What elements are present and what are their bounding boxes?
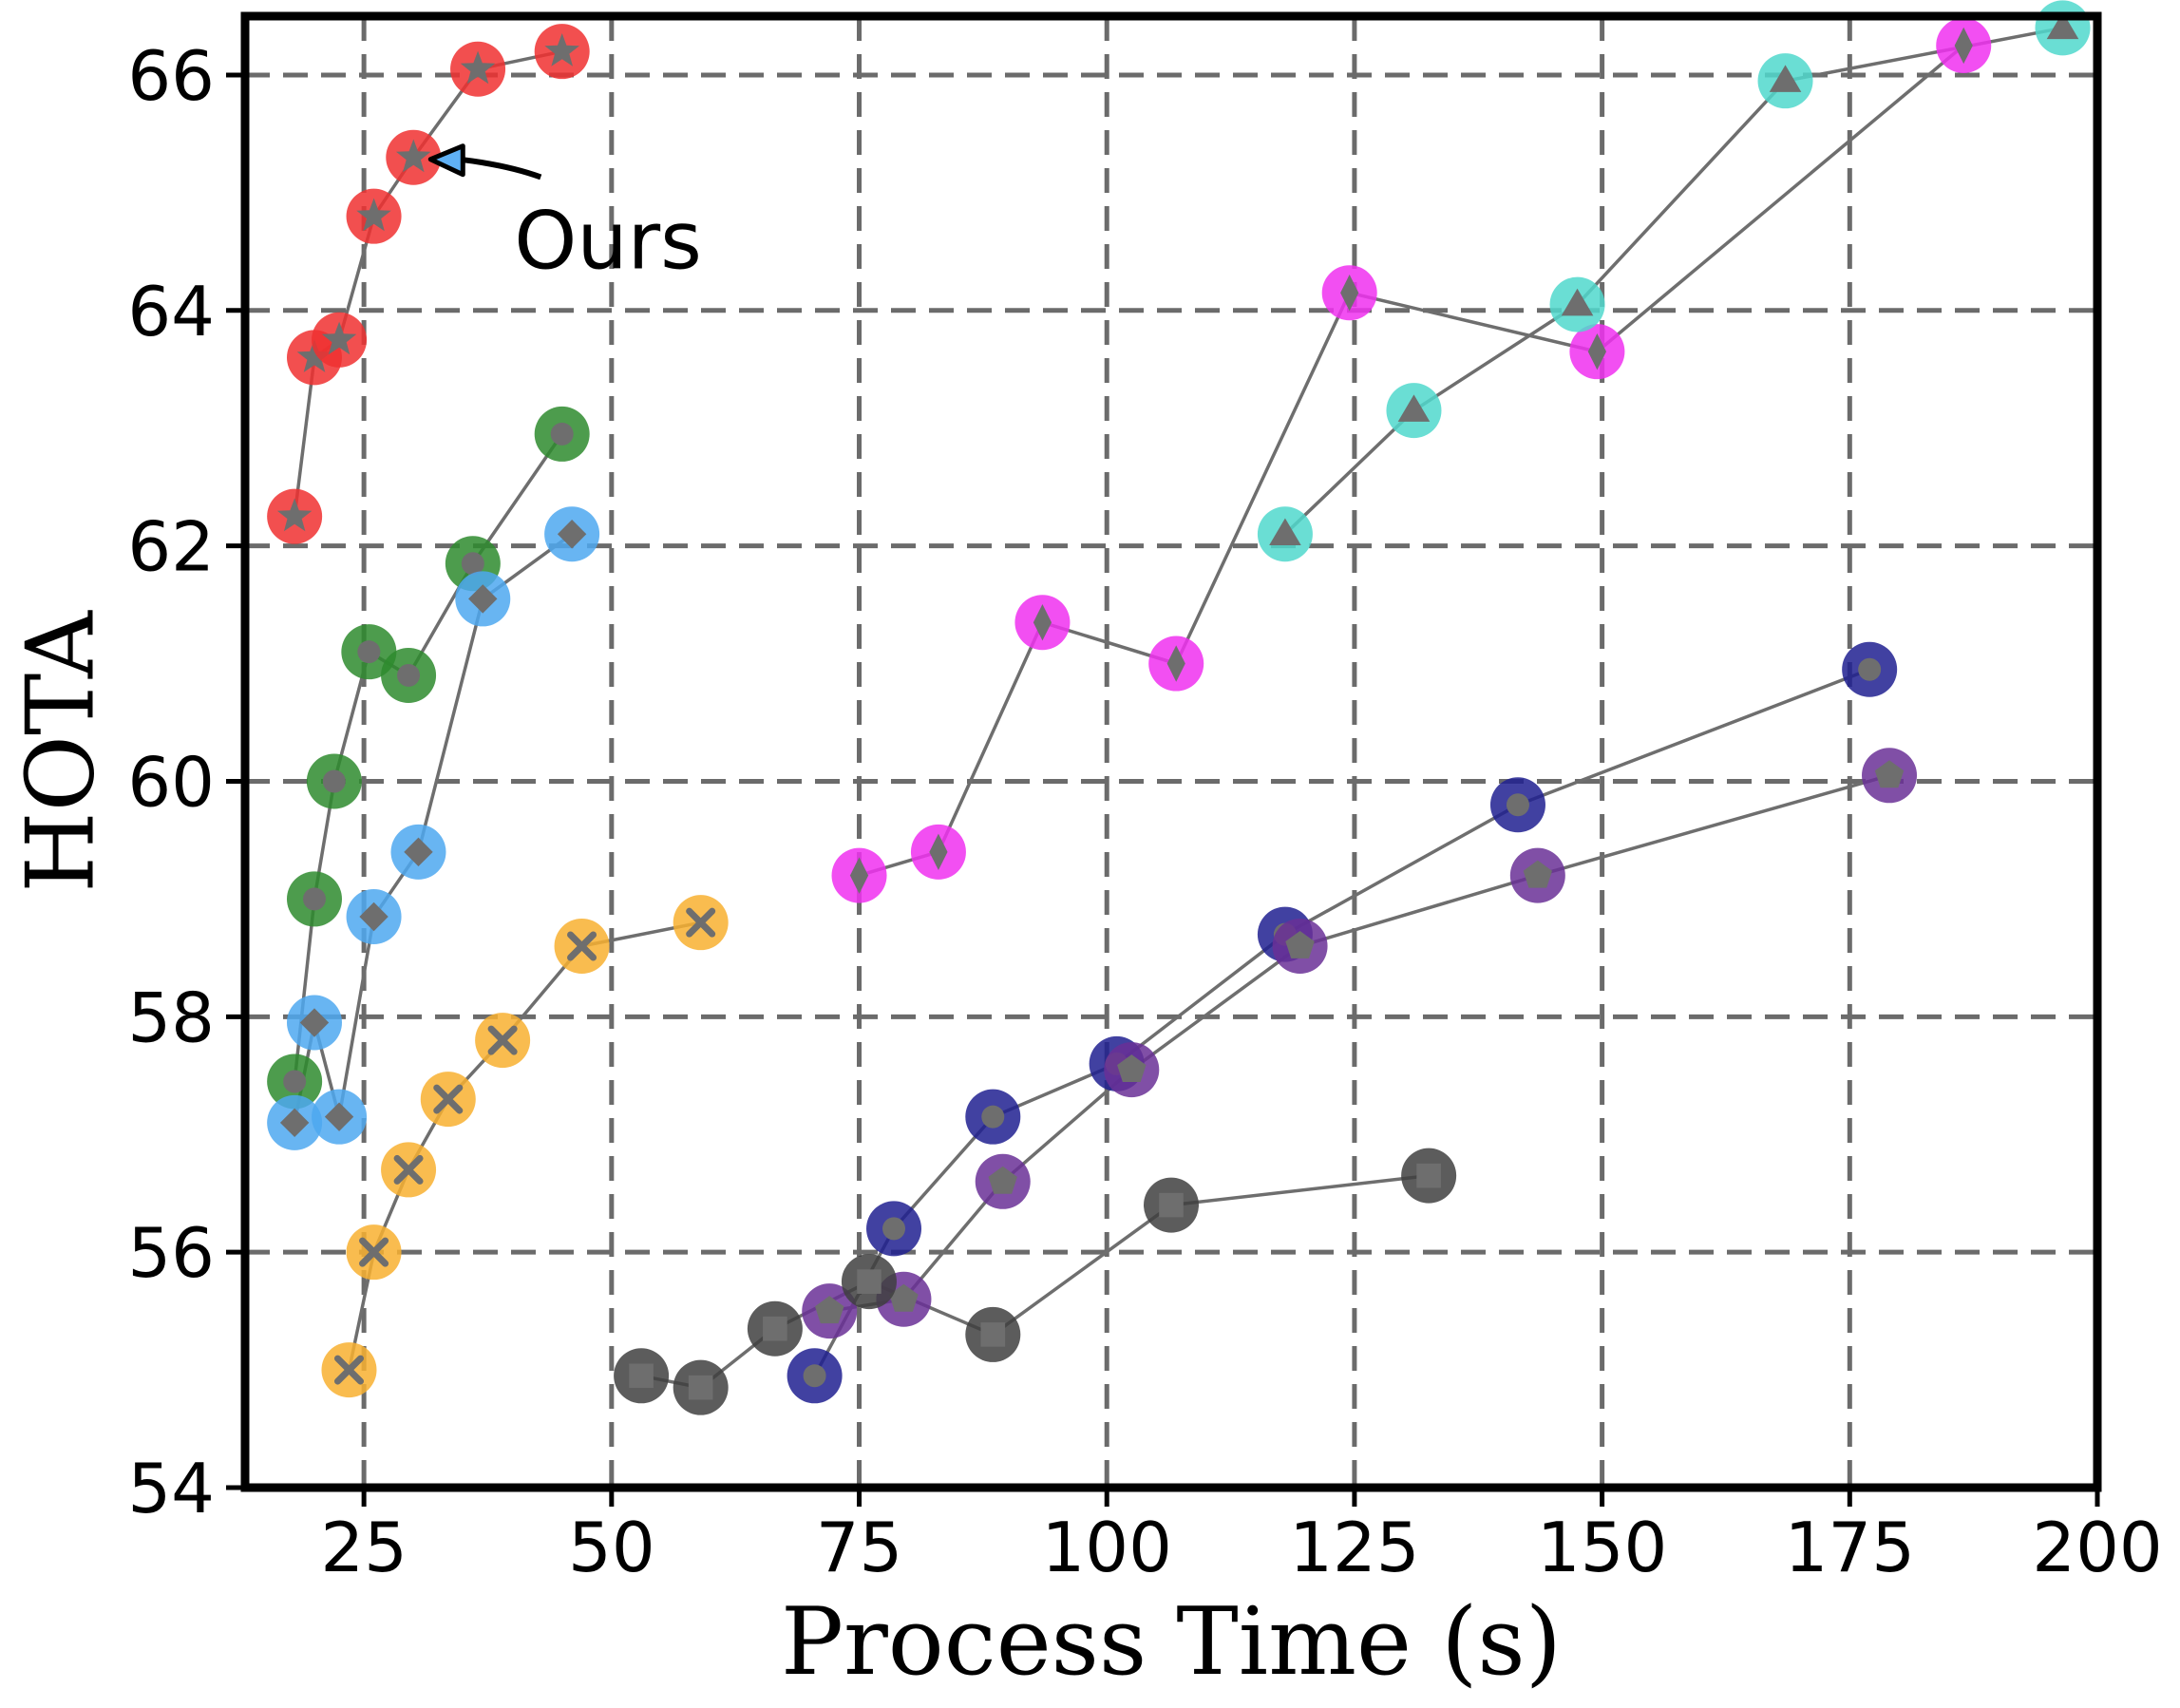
series-4-point-3 (1148, 636, 1204, 692)
series-4-point-1 (910, 824, 966, 880)
series-6-point-2 (965, 1089, 1021, 1145)
series-4-point-6 (1936, 17, 1992, 73)
series-0-point-4 (386, 129, 442, 185)
series-2-point-5 (455, 571, 511, 627)
series-3-point-1 (346, 1224, 402, 1281)
series-2-point-0 (267, 1094, 323, 1150)
y-tick-label: 58 (127, 977, 215, 1057)
plot-frame (240, 11, 2102, 1492)
series-0-point-5 (450, 41, 506, 97)
y-tick-label: 60 (127, 742, 215, 822)
series-3-point-6 (673, 895, 729, 951)
series-6-point-6 (1842, 641, 1898, 697)
series-8-point-1 (673, 1359, 729, 1415)
x-tick-label: 125 (1289, 1508, 1419, 1587)
series-5-point-0 (1257, 506, 1313, 562)
x-tick-label: 75 (816, 1508, 903, 1587)
x-tick-label: 150 (1537, 1508, 1667, 1587)
series-5-point-2 (1549, 276, 1605, 332)
series-2-point-4 (390, 824, 446, 880)
series-1-point-6 (534, 406, 590, 462)
series-2-point-2 (312, 1089, 368, 1145)
series-6-point-0 (787, 1348, 843, 1404)
series-7-point-3 (1104, 1042, 1160, 1098)
series-4-point-5 (1569, 324, 1625, 380)
y-tick-label: 54 (127, 1449, 215, 1528)
series-0-point-3 (346, 188, 402, 244)
series-1-point-2 (306, 753, 362, 809)
series-5-point-1 (1386, 383, 1442, 439)
series-6-point-1 (866, 1201, 922, 1257)
series-7-point-0 (802, 1283, 858, 1339)
x-axis-title: Process Time (s) (781, 1588, 1562, 1697)
x-tick-label: 200 (2032, 1508, 2162, 1587)
annotation-arrowhead (427, 143, 465, 178)
series-8-point-6 (1401, 1148, 1457, 1204)
series-0-point-0 (267, 488, 323, 544)
series-3-point-2 (381, 1142, 437, 1198)
series-6-point-5 (1489, 777, 1545, 833)
series-7-point-4 (1272, 918, 1328, 974)
series-4-point-2 (1014, 595, 1071, 651)
x-tick-label: 50 (568, 1508, 655, 1587)
series-4-point-4 (1321, 265, 1377, 321)
series-2-point-1 (286, 995, 342, 1051)
y-tick-label: 62 (127, 507, 215, 587)
series-1-point-1 (286, 871, 342, 927)
series-3-point-5 (554, 918, 610, 974)
series-5-point-4 (2035, 0, 2091, 56)
series-0-point-2 (312, 312, 368, 368)
annotation-arrow (458, 156, 542, 180)
series-4-point-0 (831, 847, 887, 903)
annotation: Ours (427, 143, 702, 287)
axis-ticks: 25 50 75 100 125 150 175 200 54 56 58 60 62 64 66 (127, 36, 2162, 1587)
x-tick-label: 175 (1785, 1508, 1915, 1587)
series-1-point-4 (381, 647, 437, 703)
series-7-point-2 (975, 1153, 1031, 1209)
annotation-label-ours: Ours (514, 194, 702, 287)
series-1-point-3 (341, 624, 397, 680)
series-8-point-0 (614, 1348, 670, 1404)
x-tick-label: 100 (1042, 1508, 1172, 1587)
x-tick-label: 25 (320, 1508, 408, 1587)
series-2-point-3 (346, 888, 402, 944)
series-3-point-4 (475, 1013, 531, 1069)
series-8-point-2 (747, 1300, 803, 1357)
series-2-point-6 (544, 506, 600, 562)
y-tick-label: 56 (127, 1213, 215, 1293)
series-8-point-5 (1144, 1177, 1199, 1233)
y-tick-label: 66 (127, 36, 215, 116)
series-1-point-0 (267, 1053, 323, 1110)
series-8-point-3 (841, 1254, 897, 1310)
series-0-point-6 (534, 24, 590, 80)
y-tick-label: 64 (127, 272, 215, 351)
y-axis-title: HOTA (8, 610, 116, 893)
series-8-point-4 (965, 1306, 1021, 1362)
series-3-point-0 (321, 1342, 377, 1398)
series-5-point-3 (1757, 53, 1813, 109)
series-7-point-6 (1862, 748, 1918, 804)
data-points (267, 0, 2091, 1415)
series-3-point-3 (420, 1072, 476, 1128)
series-7-point-5 (1509, 847, 1565, 903)
